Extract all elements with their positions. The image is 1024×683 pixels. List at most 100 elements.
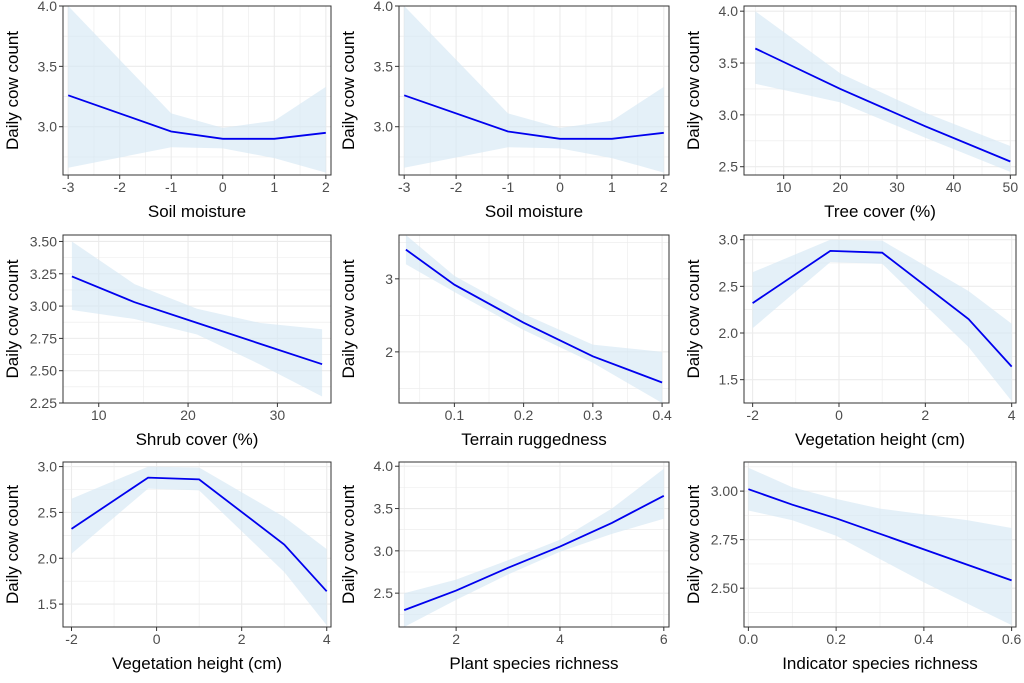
y-tick-label: 3.0 <box>374 119 394 135</box>
x-axis-title: Shrub cover (%) <box>136 430 259 449</box>
x-tick-label: 10 <box>91 407 107 423</box>
x-tick-label: 0 <box>153 631 161 647</box>
fitted-line <box>403 94 664 140</box>
y-tick-label: 2.75 <box>711 532 738 548</box>
x-axis-title: Soil moisture <box>148 202 246 221</box>
y-axis-title: Daily cow count <box>339 259 358 378</box>
x-tick-label: 4 <box>323 631 331 647</box>
panel-border <box>62 234 332 404</box>
x-tick-label: 50 <box>1003 179 1019 195</box>
x-tick-label: -3 <box>398 179 411 195</box>
y-axis-title: Daily cow count <box>3 31 22 150</box>
y-tick-label: 4.0 <box>374 0 394 14</box>
confidence-ribbon <box>404 6 664 173</box>
panel-7: -2 0 2 4 1.5 2.0 2.5 3.0 Vegetation height (cm) D… <box>3 459 332 673</box>
x-tick-label: 10 <box>776 179 792 195</box>
x-axis-title: Indicator species richness <box>782 654 978 673</box>
y-tick-label: 4.0 <box>374 458 394 474</box>
x-tick-label: 4 <box>556 631 564 647</box>
x-axis-title: Vegetation height (cm) <box>112 654 282 673</box>
x-tick-label: -1 <box>502 179 515 195</box>
y-tick-label: 4.0 <box>38 0 58 14</box>
x-tick-label: 0.1 <box>445 407 465 423</box>
x-tick-label: 2 <box>238 631 246 647</box>
panel-border <box>62 5 332 176</box>
fitted-line <box>403 495 665 611</box>
y-axis-title: Daily cow count <box>3 259 22 378</box>
x-axis-title: Soil moisture <box>485 202 583 221</box>
y-tick-label: 2.5 <box>719 159 739 175</box>
x-axis-title: Tree cover (%) <box>824 202 936 221</box>
panel-border <box>398 5 670 176</box>
x-tick-label: 2 <box>660 179 668 195</box>
y-tick-label: 2.5 <box>38 504 58 520</box>
fitted-line <box>405 248 663 384</box>
panel-border <box>398 461 670 628</box>
y-tick-label: 4.0 <box>719 3 739 19</box>
panel-4: 10 20 30 2.25 2.50 2.75 3.00 3.25 3.50 Shrub cove… <box>3 233 332 449</box>
panel-6: -2 0 2 4 1.5 2.0 2.5 3.0 Vegetation height (cm) D… <box>684 232 1017 449</box>
x-tick-label: 6 <box>660 631 668 647</box>
x-tick-label: 0.6 <box>1002 631 1022 647</box>
x-tick-label: 0 <box>835 407 843 423</box>
x-tick-label: 0.3 <box>583 407 603 423</box>
x-tick-label: 0.2 <box>514 407 534 423</box>
y-tick-label: 3.5 <box>374 58 394 74</box>
y-tick-label: 2.50 <box>30 363 57 379</box>
x-tick-label: 0.2 <box>826 631 846 647</box>
panel-5: 0.1 0.2 0.3 0.4 2 3 Terrain ruggedness Daily co… <box>339 234 672 449</box>
x-tick-label: 1 <box>608 179 616 195</box>
panel-border <box>743 234 1017 404</box>
panel-1: -3 -2 -1 0 1 2 3.0 3.5 4.0 Soil moisture Daily cow… <box>3 0 332 221</box>
y-tick-label: 3.0 <box>374 543 394 559</box>
panel-border <box>743 5 1017 176</box>
panel-8: 2 4 6 2.5 3.0 3.5 4.0 Plant species richness Dai… <box>339 458 670 673</box>
y-tick-label: 2.0 <box>38 550 58 566</box>
y-tick-label: 3.0 <box>719 107 739 123</box>
y-tick-label: 2.5 <box>719 278 739 294</box>
y-tick-label: 3.50 <box>30 233 57 249</box>
x-tick-label: -2 <box>113 179 126 195</box>
fitted-line <box>67 94 326 140</box>
x-tick-label: 4 <box>1008 407 1016 423</box>
y-tick-label: 2 <box>385 344 393 360</box>
x-tick-label: 0 <box>219 179 227 195</box>
x-tick-label: -2 <box>450 179 463 195</box>
y-axis-title: Daily cow count <box>339 485 358 604</box>
y-axis-title: Daily cow count <box>684 259 703 378</box>
confidence-ribbon <box>404 468 664 627</box>
x-tick-label: -2 <box>65 631 78 647</box>
y-tick-label: 3.0 <box>719 232 739 248</box>
x-tick-label: 40 <box>946 179 962 195</box>
y-tick-label: 3.0 <box>38 459 58 475</box>
confidence-ribbon <box>755 11 1011 172</box>
x-tick-label: 2 <box>322 179 330 195</box>
y-tick-label: 2.0 <box>719 325 739 341</box>
y-tick-label: 2.5 <box>374 585 394 601</box>
x-tick-label: -3 <box>62 179 75 195</box>
x-tick-label: 2 <box>921 407 929 423</box>
y-tick-label: 3.5 <box>374 501 394 517</box>
x-tick-label: 20 <box>180 407 196 423</box>
x-tick-label: -2 <box>746 407 759 423</box>
y-tick-label: 3.5 <box>719 55 739 71</box>
y-tick-label: 3.0 <box>38 119 58 135</box>
x-tick-label: 2 <box>452 631 460 647</box>
x-axis-title: Terrain ruggedness <box>461 430 607 449</box>
x-tick-label: 0.4 <box>652 407 672 423</box>
x-tick-label: 20 <box>833 179 849 195</box>
y-tick-label: 2.75 <box>30 330 57 346</box>
x-axis-title: Plant species richness <box>449 654 618 673</box>
y-tick-label: 3.5 <box>38 58 58 74</box>
fitted-line <box>754 47 1011 163</box>
panel-9: 0.0 0.2 0.4 0.6 2.50 2.75 3.00 Indicator specie… <box>684 461 1022 673</box>
y-axis-title: Daily cow count <box>684 31 703 150</box>
x-tick-label: 0.0 <box>739 631 759 647</box>
y-axis-title: Daily cow count <box>684 485 703 604</box>
confidence-ribbon <box>71 466 327 626</box>
x-tick-label: 30 <box>889 179 905 195</box>
y-tick-label: 1.5 <box>38 596 58 612</box>
x-tick-label: 0.4 <box>914 631 934 647</box>
y-tick-label: 1.5 <box>719 372 739 388</box>
